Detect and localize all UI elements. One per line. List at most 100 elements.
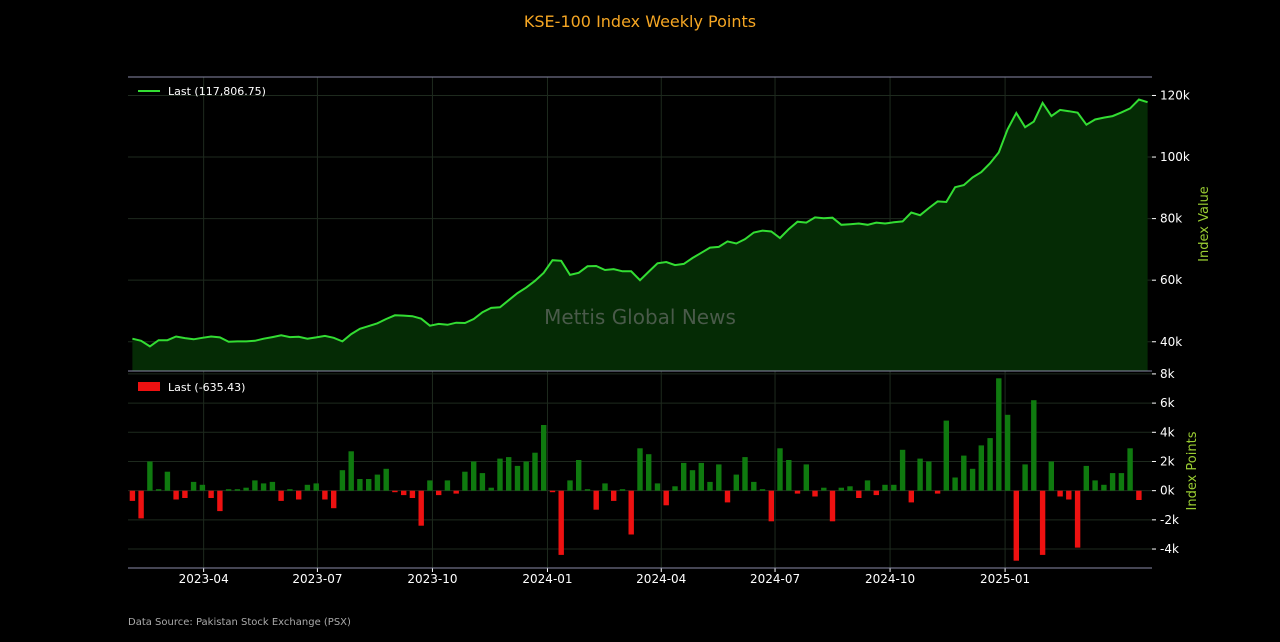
points-bar-up <box>759 489 766 491</box>
xaxis-tick-label: 2023-04 <box>179 572 229 586</box>
points-bar-up <box>961 455 967 491</box>
points-bar-down <box>829 490 836 522</box>
points-bar-down <box>1066 490 1072 500</box>
points-bar-up <box>952 477 958 491</box>
points-bar-up <box>926 461 932 491</box>
points-bar-down <box>296 490 302 500</box>
points-bar-down <box>138 490 144 519</box>
points-bar-up <box>689 470 696 491</box>
data-source-note: Data Source: Pakistan Stock Exchange (PS… <box>128 617 351 628</box>
points-bar-up <box>1083 465 1089 491</box>
points-bar-up <box>803 464 809 491</box>
points-bar-up <box>847 486 853 491</box>
points-bar-up <box>864 480 871 491</box>
points-bar-up <box>304 484 311 491</box>
xaxis-tick-label: 2024-01 <box>522 572 572 586</box>
points-ytick-label: 4k <box>1160 425 1175 439</box>
points-bar-up <box>506 457 512 491</box>
points-bar-up <box>462 471 468 491</box>
xaxis-tick-label: 2024-10 <box>865 572 915 586</box>
points-bar-up <box>672 486 678 491</box>
points-bar-up <box>707 481 713 491</box>
points-bar-up <box>366 479 372 491</box>
points-bars <box>129 378 1142 561</box>
points-bar-down <box>409 490 416 498</box>
points-bar-down <box>331 490 337 509</box>
points-bar-down <box>173 490 179 500</box>
points-bar-up <box>488 487 494 491</box>
points-bar-up <box>479 473 486 491</box>
points-bar-up <box>821 487 827 491</box>
points-bar-up <box>313 483 319 491</box>
points-bar-up <box>155 489 162 491</box>
points-bar-up <box>444 480 451 491</box>
xaxis-tick-label: 2023-10 <box>407 572 457 586</box>
points-bar-up <box>899 449 906 491</box>
watermark: Mettis Global News <box>544 305 736 329</box>
points-bar-down <box>217 490 223 512</box>
points-bar-down <box>278 490 284 501</box>
index-yaxis-ticks: 40k 60k 80k 100k 120k <box>1152 88 1190 349</box>
points-bar-down <box>1013 490 1019 561</box>
points-bar-up <box>1127 448 1133 491</box>
xaxis-ticks: 2023-04 2023-07 2023-10 2024-01 2024-04 2024-… <box>179 568 1030 586</box>
points-bar-up <box>471 461 477 491</box>
points-bar-down <box>436 490 442 496</box>
points-bar-down <box>392 490 398 493</box>
points-bar-up <box>1109 473 1116 491</box>
points-bar-down <box>129 490 136 501</box>
points-legend: Last (-635.43) <box>138 381 245 394</box>
points-bar-up <box>891 484 897 491</box>
points-bar-up <box>1118 473 1125 491</box>
xaxis-tick-label: 2025-01 <box>980 572 1030 586</box>
points-bar-down <box>908 490 914 503</box>
points-bar-up <box>243 487 249 491</box>
index-ytick-label: 120k <box>1160 88 1190 102</box>
points-bar-down <box>873 490 879 496</box>
points-ytick-label: -4k <box>1160 542 1179 556</box>
points-bar-up <box>838 487 844 491</box>
points-bar-down <box>401 490 407 496</box>
points-bar-up <box>786 460 792 491</box>
points-ytick-label: 6k <box>1160 396 1175 410</box>
points-bar-up <box>383 468 389 491</box>
points-ytick-label: 2k <box>1160 454 1175 468</box>
xaxis-tick-label: 2024-04 <box>636 572 686 586</box>
points-bar-up <box>716 464 722 491</box>
points-bar-up <box>1092 480 1098 491</box>
points-bar-up <box>681 462 687 491</box>
points-bar-down <box>611 490 617 501</box>
points-bar-down <box>1039 490 1046 555</box>
points-bar-down <box>558 490 564 555</box>
points-bar-up <box>1031 400 1037 491</box>
points-bar-up <box>252 480 258 491</box>
points-bar-up <box>584 489 591 491</box>
points-bar-up <box>357 479 363 491</box>
points-bar-up <box>147 461 153 491</box>
index-ytick-label: 60k <box>1160 273 1182 287</box>
points-bar-up <box>567 480 573 491</box>
points-bar-up <box>978 445 984 491</box>
points-bar-down <box>1057 490 1063 497</box>
points-bar-up <box>602 483 608 491</box>
index-legend: Last (117,806.75) <box>138 85 266 98</box>
points-bar-up <box>427 480 433 491</box>
points-bar-up <box>654 483 661 491</box>
points-bar-up <box>287 489 293 491</box>
points-bar-down <box>322 490 328 500</box>
points-bar-up <box>348 451 354 491</box>
points-bar-up <box>523 461 529 491</box>
points-bar-down <box>1074 490 1081 548</box>
points-bar-up <box>1048 461 1054 491</box>
points-bar-up <box>497 458 503 491</box>
points-yaxis-ticks: -4k -2k 0k 2k 4k 6k 8k <box>1152 367 1179 556</box>
points-bar-down <box>628 490 634 535</box>
points-bar-up <box>733 474 739 491</box>
points-bar-up <box>339 470 346 491</box>
index-ytick-label: 80k <box>1160 212 1182 226</box>
points-bar-up <box>917 458 923 491</box>
points-ytick-label: 8k <box>1160 367 1175 381</box>
points-legend-label: Last (-635.43) <box>168 381 245 394</box>
points-bar-down <box>663 490 669 506</box>
